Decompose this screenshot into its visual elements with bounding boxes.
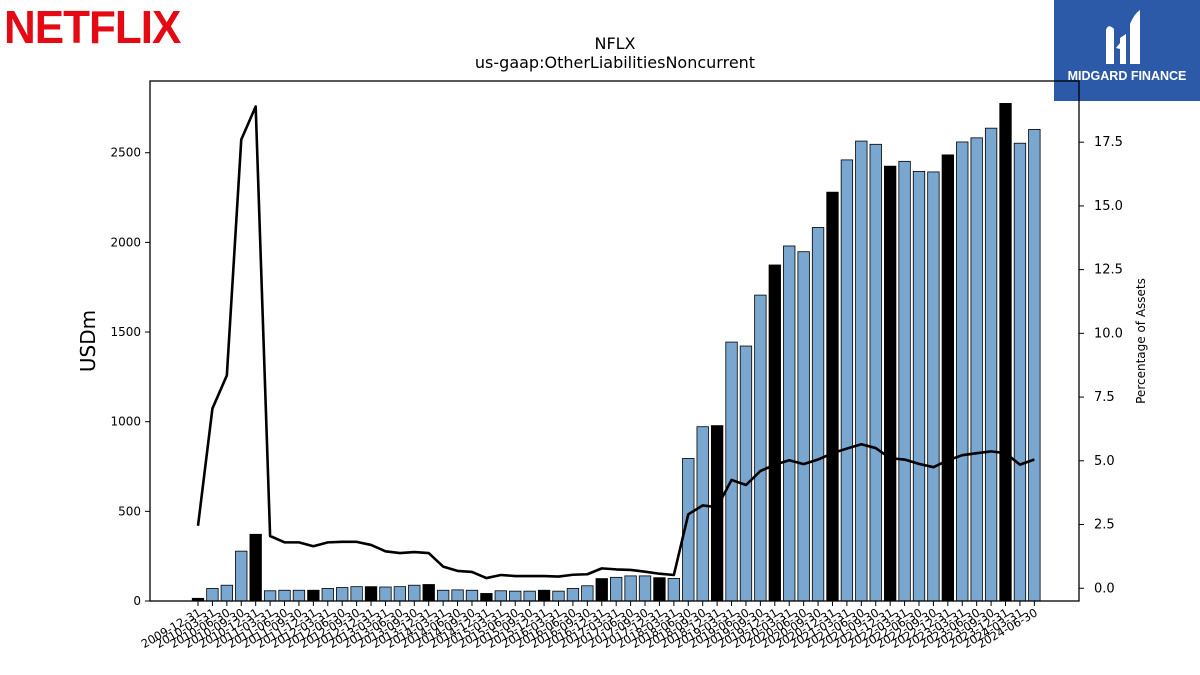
bar: [566, 588, 580, 602]
bar: [984, 127, 998, 602]
y2-tick-label: 15.0: [1094, 199, 1123, 214]
bar: [811, 227, 825, 602]
bar: [364, 586, 378, 602]
bar: [263, 590, 277, 602]
y2-axis: 0.0 2.5 5.0 7.5 10.0 12.5 15.0 17.5: [1079, 135, 1123, 596]
chart-title: NFLX: [594, 34, 635, 53]
bar: [610, 576, 623, 602]
bar: [754, 294, 767, 602]
watermark-text: MIDGARD FINANCE: [1067, 69, 1187, 83]
bar: [552, 590, 565, 602]
bar: [1028, 129, 1041, 602]
bar: [465, 589, 479, 602]
bar: [970, 137, 983, 602]
bar: [927, 171, 940, 602]
bar: [278, 589, 291, 602]
percentage-line: [196, 105, 1035, 580]
bar: [307, 589, 320, 602]
bar: [336, 587, 349, 602]
bar: [667, 578, 681, 602]
midgard-finance-logo: MIDGARD FINANCE: [1054, 0, 1200, 101]
bar: [725, 341, 738, 602]
bar: [379, 586, 392, 602]
bar: [696, 426, 709, 602]
bar: [653, 577, 666, 602]
netflix-logo: NETFLIX: [4, 2, 181, 54]
y2-tick-label: 0.0: [1094, 581, 1115, 596]
y-tick-label: 0: [133, 594, 141, 608]
bar: [710, 425, 724, 602]
y-tick-label: 1000: [110, 415, 141, 429]
bar: [869, 143, 882, 602]
bar: [220, 584, 233, 602]
bar: [1013, 142, 1027, 602]
bar: [249, 533, 262, 602]
bar: [350, 586, 363, 602]
y2-tick-label: 17.5: [1094, 135, 1123, 150]
bar: [422, 584, 435, 602]
bar: [739, 345, 753, 602]
bar: [480, 593, 493, 602]
bar: [768, 264, 781, 602]
bar: [436, 589, 450, 602]
bar: [408, 584, 421, 602]
bar: [956, 141, 969, 602]
bar: [912, 170, 926, 602]
bar: [581, 585, 594, 602]
bar: [235, 550, 248, 602]
bar: [451, 589, 464, 602]
chart-subtitle: us-gaap:OtherLiabilitiesNoncurrent: [475, 53, 755, 72]
y2-tick-label: 7.5: [1094, 390, 1115, 405]
bar: [884, 165, 897, 602]
bar: [638, 575, 652, 602]
y2-axis-label: Percentage of Assets: [1134, 278, 1148, 404]
bar: [783, 245, 796, 602]
bar: [826, 191, 839, 602]
bar: [898, 160, 911, 602]
y2-tick-label: 10.0: [1094, 326, 1123, 341]
bar: [393, 586, 407, 602]
bar: [206, 588, 219, 602]
bar: [321, 588, 334, 602]
bar: [595, 578, 608, 602]
x-axis: 2009-12-312010-03-312010-06-302010-09-30…: [139, 601, 1040, 651]
y2-tick-label: 2.5: [1094, 518, 1115, 533]
y2-tick-label: 5.0: [1094, 454, 1115, 469]
y-axis: 0 500 1000 1500 2000 2500: [110, 146, 150, 608]
midgard-mark-icon: [1106, 10, 1140, 64]
bar: [624, 575, 637, 602]
plot-frame: [149, 80, 1080, 602]
bar-series: [191, 103, 1041, 602]
y-axis-label: USDm: [76, 310, 100, 372]
bar: [797, 251, 810, 602]
y-tick-label: 2000: [110, 235, 141, 249]
bar: [292, 589, 306, 602]
bar: [523, 590, 536, 602]
bar: [941, 154, 954, 602]
y-tick-label: 500: [118, 504, 141, 518]
y-tick-label: 2500: [110, 146, 141, 160]
percentage-line-series: [196, 105, 1035, 580]
y-tick-label: 1500: [110, 325, 141, 339]
bar: [509, 590, 522, 602]
y2-tick-label: 12.5: [1094, 263, 1123, 278]
bar: [537, 589, 551, 602]
bar: [494, 590, 507, 602]
bar: [999, 103, 1012, 602]
bar: [855, 140, 868, 602]
bar: [840, 159, 854, 602]
